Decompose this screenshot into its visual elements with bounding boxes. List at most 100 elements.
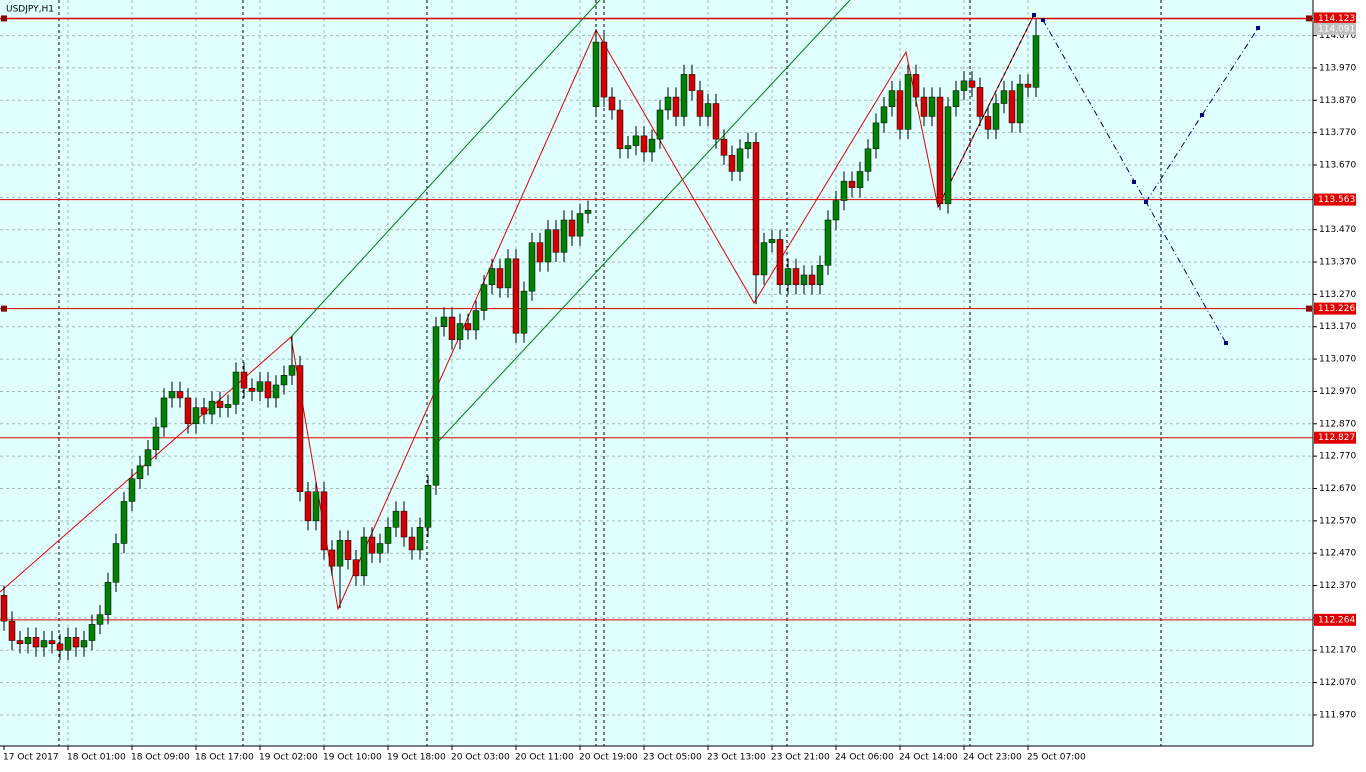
candle-body <box>368 536 376 554</box>
candle-body <box>680 74 688 117</box>
candle-body <box>512 258 520 334</box>
candle-body <box>56 643 64 651</box>
candle-body <box>600 41 608 98</box>
candle-body <box>840 180 848 201</box>
candle-body <box>528 242 536 292</box>
candle-body <box>520 290 528 334</box>
candle-body <box>552 229 560 253</box>
candle-body <box>440 316 448 327</box>
candle-body <box>848 180 856 188</box>
candle-body <box>160 397 168 428</box>
candle-body <box>456 323 464 340</box>
candle-body <box>856 171 864 188</box>
candle-body <box>224 404 232 408</box>
candle-body <box>496 268 504 289</box>
point <box>1032 13 1036 17</box>
axes: 111.970112.070112.170112.270112.370112.4… <box>3 12 1356 763</box>
x-tick-label: 23 Oct 21:00 <box>771 753 830 763</box>
candle-body <box>416 527 424 551</box>
y-tick-label: 114.070 <box>1319 31 1356 41</box>
candle-body <box>232 371 240 405</box>
candle-body <box>920 96 928 117</box>
level-label-box <box>1314 613 1356 626</box>
candle-body <box>976 87 984 117</box>
candle-body <box>744 142 752 150</box>
y-tick-label: 112.870 <box>1319 419 1356 429</box>
x-tick-label: 18 Oct 01:00 <box>67 753 126 763</box>
x-tick-label: 18 Oct 09:00 <box>131 753 190 763</box>
candle-body <box>0 594 8 622</box>
projection-line <box>1145 27 1259 203</box>
candle-body <box>320 491 328 551</box>
x-tick-label: 20 Oct 19:00 <box>579 753 638 763</box>
point <box>1200 113 1204 117</box>
level-anchor <box>1306 15 1312 22</box>
y-tick-label: 112.170 <box>1319 646 1356 656</box>
candle-body <box>896 90 904 130</box>
candle-body <box>216 400 224 408</box>
x-tick-label: 23 Oct 13:00 <box>707 753 766 763</box>
candle-body <box>880 106 888 124</box>
y-tick-label: 113.670 <box>1319 160 1356 170</box>
candle-body <box>872 122 880 150</box>
levels <box>0 15 1313 621</box>
candle-body <box>152 426 160 450</box>
candle-body <box>136 465 144 480</box>
x-tick-label: 24 Oct 23:00 <box>963 753 1022 763</box>
candle-body <box>240 371 248 389</box>
candle-body <box>312 491 320 522</box>
candle-body <box>688 74 696 91</box>
candle-body <box>1016 83 1024 124</box>
candle-body <box>16 640 24 645</box>
candle-body <box>112 543 120 583</box>
x-tick-label: 19 Oct 02:00 <box>259 753 318 763</box>
candle-body <box>944 106 952 205</box>
y-tick-label: 112.770 <box>1319 452 1356 462</box>
candle-body <box>984 116 992 130</box>
candle-body <box>800 274 808 285</box>
channel-line <box>434 0 851 446</box>
y-tick-label: 113.970 <box>1319 63 1356 73</box>
y-tick-label: 113.270 <box>1319 290 1356 300</box>
candle-body <box>272 384 280 399</box>
candle-body <box>488 268 496 285</box>
y-tick-label: 112.070 <box>1319 678 1356 688</box>
point <box>1144 200 1148 204</box>
candle-body <box>424 485 432 528</box>
trend-line <box>937 14 1035 208</box>
level-label-box <box>1314 431 1356 444</box>
candle-body <box>336 540 344 567</box>
candle-body <box>576 213 584 237</box>
candle-body <box>792 268 800 285</box>
candle-body <box>344 540 352 560</box>
candle-body <box>1032 35 1040 88</box>
level-label: 114.123 <box>1318 14 1355 24</box>
x-tick-label: 19 Oct 10:00 <box>323 753 382 763</box>
grid <box>0 0 1313 746</box>
candle-body <box>384 527 392 544</box>
x-tick-label: 25 Oct 07:00 <box>1027 753 1086 763</box>
candle-body <box>376 543 384 554</box>
x-tick-label: 19 Oct 18:00 <box>387 753 446 763</box>
candle-body <box>936 96 944 205</box>
candle-body <box>408 536 416 551</box>
candle-body <box>624 145 632 150</box>
y-tick-label: 113.770 <box>1319 128 1356 138</box>
candle-body <box>832 200 840 221</box>
candle-body <box>40 640 48 648</box>
candle-body <box>448 316 456 340</box>
candle-body <box>248 387 256 392</box>
candle-body <box>8 620 16 641</box>
candle-body <box>184 397 192 425</box>
candle-body <box>696 90 704 117</box>
level-label: 112.827 <box>1318 433 1355 443</box>
level-anchor <box>1 305 7 312</box>
candle-body <box>776 239 784 285</box>
candle-body <box>144 449 152 467</box>
candle-body <box>768 239 776 243</box>
candle-body <box>592 41 600 108</box>
x-tick-label: 17 Oct 2017 <box>3 753 59 763</box>
candle-body <box>480 284 488 311</box>
candle-body <box>864 148 872 172</box>
